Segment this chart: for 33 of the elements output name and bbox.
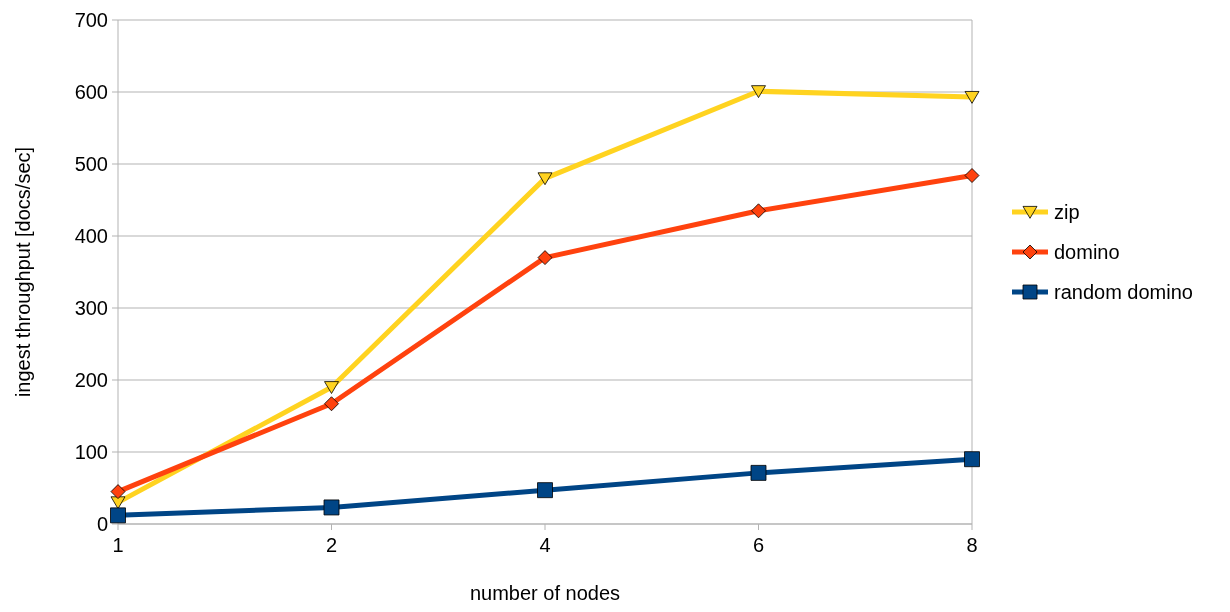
point bbox=[110, 484, 126, 499]
point bbox=[750, 464, 767, 481]
point bbox=[324, 381, 339, 394]
x-tick-label: 8 bbox=[966, 534, 978, 556]
y-axis-title: ingest throughput [docs/sec] bbox=[12, 146, 34, 398]
point bbox=[110, 496, 126, 510]
legend-label: domino bbox=[1054, 241, 1120, 263]
point bbox=[324, 396, 339, 412]
point bbox=[751, 203, 766, 219]
y-tick-label: 0 bbox=[96, 513, 108, 535]
legend-label: random domino bbox=[1054, 281, 1193, 303]
y-tick-label: 300 bbox=[74, 297, 108, 319]
point bbox=[110, 507, 126, 524]
point bbox=[751, 85, 766, 98]
legend-label: zip bbox=[1054, 201, 1080, 223]
point bbox=[964, 168, 980, 183]
x-tick-label: 4 bbox=[539, 534, 551, 556]
point bbox=[964, 91, 980, 104]
x-tick-label: 6 bbox=[752, 534, 765, 556]
point bbox=[537, 482, 553, 499]
x-tick-label: 2 bbox=[325, 534, 338, 556]
y-tick-label: 500 bbox=[74, 153, 108, 175]
y-tick-label: 200 bbox=[74, 369, 108, 391]
x-axis-title: number of nodes bbox=[469, 582, 621, 604]
y-tick-label: 400 bbox=[74, 225, 108, 247]
x-tick-label: 1 bbox=[112, 534, 124, 556]
point bbox=[964, 451, 980, 468]
point bbox=[537, 172, 553, 186]
point bbox=[323, 499, 340, 516]
point bbox=[537, 250, 553, 265]
y-tick-label: 600 bbox=[74, 81, 108, 103]
y-tick-label: 700 bbox=[74, 9, 108, 31]
y-tick-label: 100 bbox=[74, 441, 108, 463]
